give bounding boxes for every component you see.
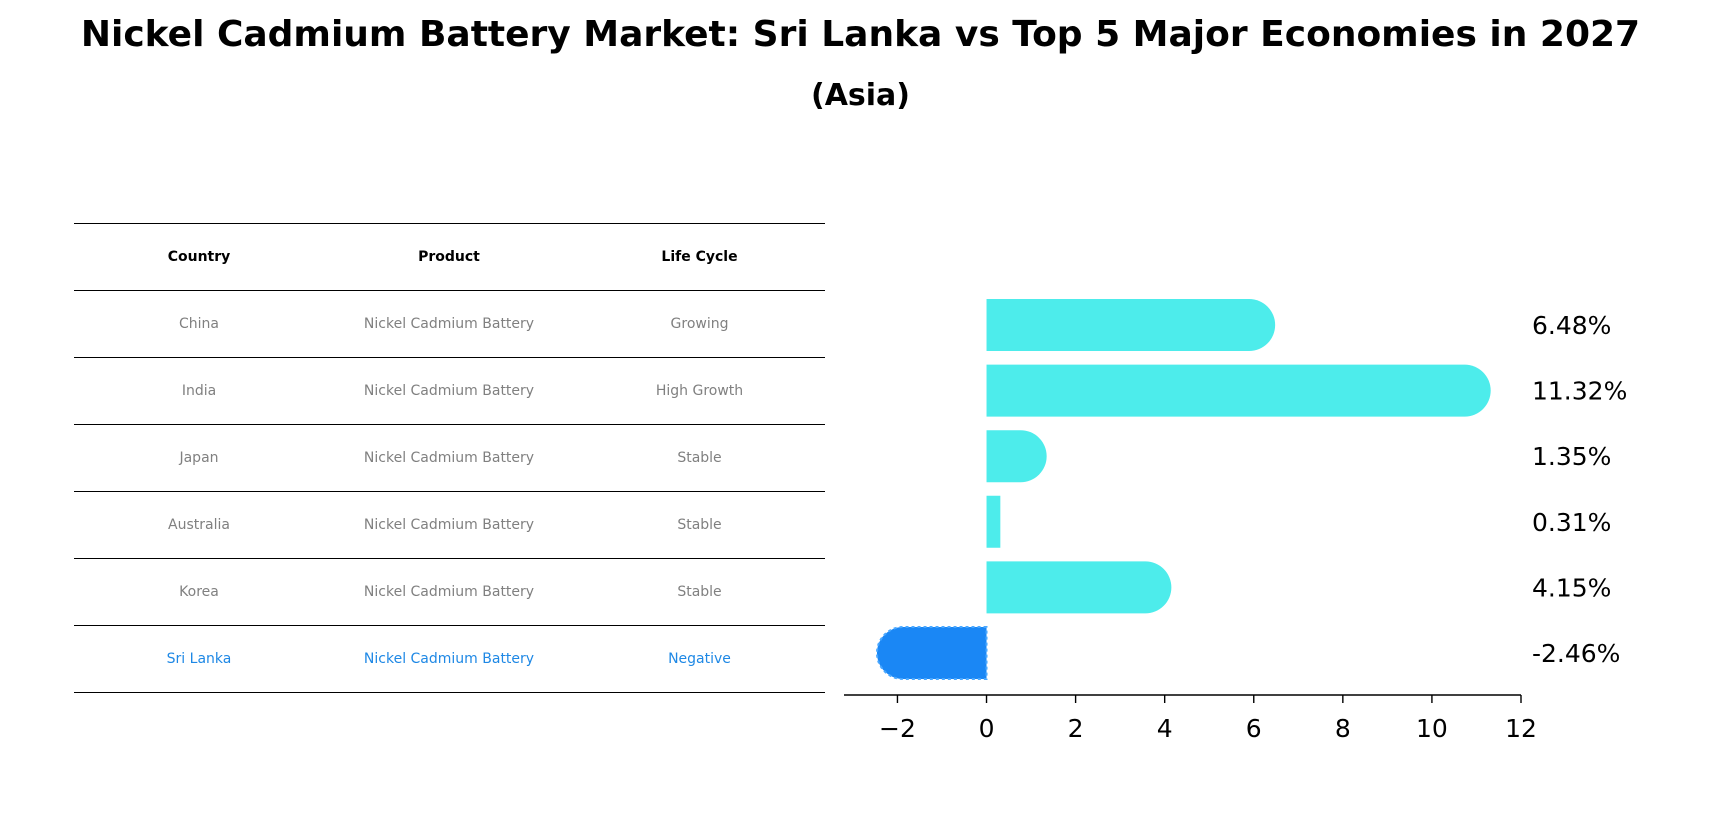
cell-life-cycle: High Growth — [655, 383, 744, 399]
table-row: China Nickel Cadmium Battery Growing — [74, 291, 825, 358]
country-table: Country Product Life Cycle China Nickel … — [74, 223, 825, 693]
value-label: 0.31% — [1532, 508, 1611, 537]
x-tick-label: 10 — [1416, 714, 1448, 743]
cell-life-cycle: Stable — [677, 450, 722, 466]
cell-product: Nickel Cadmium Battery — [363, 450, 535, 466]
table-row: India Nickel Cadmium Battery High Growth — [74, 358, 825, 425]
x-tick-label: 0 — [979, 714, 995, 743]
bar-india — [986, 364, 1491, 417]
value-label: 6.48% — [1532, 311, 1611, 340]
bar-china — [986, 299, 1276, 351]
header-product: Product — [418, 249, 480, 265]
chart-title: Nickel Cadmium Battery Market: Sri Lanka… — [80, 14, 1641, 55]
value-label: 1.35% — [1532, 442, 1611, 471]
cell-life-cycle: Negative — [668, 651, 731, 667]
value-label: 11.32% — [1532, 377, 1627, 406]
x-tick-label: 2 — [1068, 714, 1084, 743]
table-row-highlight: Sri Lanka Nickel Cadmium Battery Negativ… — [74, 626, 825, 693]
table-row: Korea Nickel Cadmium Battery Stable — [74, 559, 825, 626]
value-label: 4.15% — [1532, 573, 1611, 602]
table-header-row: Country Product Life Cycle — [74, 223, 825, 291]
header-country: Country — [167, 249, 231, 265]
value-label: -2.46% — [1532, 639, 1620, 668]
cell-life-cycle: Growing — [670, 316, 729, 332]
cell-life-cycle: Stable — [677, 584, 722, 600]
x-tick-label: 8 — [1335, 714, 1351, 743]
cell-product: Nickel Cadmium Battery — [363, 584, 535, 600]
cell-product: Nickel Cadmium Battery — [363, 517, 535, 533]
chart-subtitle: (Asia) — [810, 78, 911, 113]
bar-korea — [986, 561, 1172, 614]
table-row: Australia Nickel Cadmium Battery Stable — [74, 492, 825, 559]
cell-country: Sri Lanka — [166, 651, 232, 667]
cell-product: Nickel Cadmium Battery — [363, 383, 535, 399]
bar-sri-lanka — [875, 626, 988, 680]
x-tick-label: −2 — [879, 714, 916, 743]
cell-product: Nickel Cadmium Battery — [363, 651, 535, 667]
header-life-cycle: Life Cycle — [661, 249, 738, 265]
cell-country: India — [181, 383, 217, 399]
cell-country: Korea — [179, 584, 219, 600]
cell-life-cycle: Stable — [677, 517, 722, 533]
cell-country: China — [179, 316, 219, 332]
cell-product: Nickel Cadmium Battery — [363, 316, 535, 332]
cell-country: Australia — [168, 517, 230, 533]
x-tick-label: 6 — [1246, 714, 1262, 743]
bar-australia — [986, 495, 1001, 548]
x-tick-label: 12 — [1505, 714, 1537, 743]
x-tick-label: 4 — [1157, 714, 1173, 743]
table-row: Japan Nickel Cadmium Battery Stable — [74, 425, 825, 492]
cell-country: Japan — [179, 450, 219, 466]
bar-japan — [986, 430, 1047, 483]
